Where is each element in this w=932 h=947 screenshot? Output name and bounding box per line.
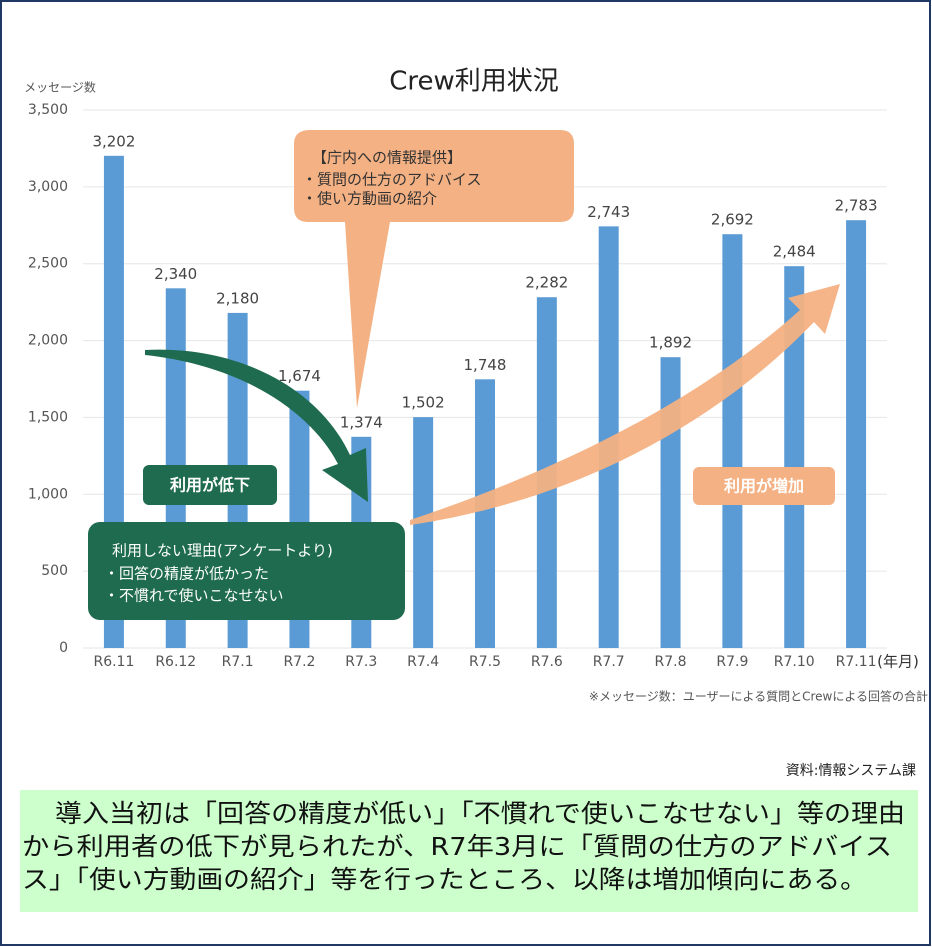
bar <box>846 220 867 649</box>
callout-box <box>294 130 574 408</box>
x-tick-label: R7.7 <box>593 654 625 670</box>
bar <box>598 226 619 649</box>
source: 資料:情報システム課 <box>786 763 916 779</box>
y-tick-label: 3,000 <box>28 179 68 195</box>
value-label: 2,743 <box>587 203 630 221</box>
bar <box>413 417 434 648</box>
y-tick-label: 3,500 <box>28 102 68 118</box>
x-tick-label: R7.5 <box>469 654 501 670</box>
callout-text: ・質問の仕方のアドバイス <box>302 171 482 189</box>
summary-line: 導入当初は「回答の精度が低い」「不慣れで使いこなせない」等の理由 <box>55 799 905 828</box>
summary-box <box>20 790 918 912</box>
value-label: 1,502 <box>402 394 445 412</box>
x-tick-label: R6.11 <box>93 654 134 670</box>
y-axis-label: メッセージ数 <box>24 80 96 95</box>
value-label: 2,484 <box>773 243 816 261</box>
x-tick-label: R7.11 <box>836 654 877 670</box>
increase-label-box <box>693 467 835 505</box>
y-tick-label: 0 <box>59 640 68 656</box>
reasons-box <box>88 522 405 620</box>
x-tick-label: R7.8 <box>655 654 687 670</box>
y-tick-label: 1,000 <box>28 486 68 502</box>
summary-line: ス」「使い方動画の紹介」等を行ったところ、以降は増加傾向にある。 <box>22 865 867 894</box>
x-unit: (年月) <box>877 653 919 671</box>
value-label: 1,892 <box>649 334 692 352</box>
callout-text: 【庁内への情報提供】 <box>312 149 462 167</box>
summary-line: から利用者の低下が見られたが、R7年3月に「質問の仕方のアドバイス <box>22 832 892 861</box>
decrease-arrow <box>145 349 368 502</box>
value-label: 2,180 <box>216 289 259 307</box>
bar <box>722 234 743 648</box>
x-tick-label: R7.4 <box>407 654 439 670</box>
y-tick-label: 2,000 <box>28 333 68 349</box>
x-tick-label: R7.1 <box>222 654 254 670</box>
value-label: 1,748 <box>464 356 507 374</box>
decrease-label-box <box>143 465 277 505</box>
x-tick-label: R7.6 <box>531 654 563 670</box>
x-tick-label: R7.10 <box>774 654 815 670</box>
x-tick-label: R7.9 <box>716 654 748 670</box>
x-tick-label: R7.2 <box>283 654 315 670</box>
value-label: 1,374 <box>340 413 383 431</box>
y-tick-label: 2,500 <box>28 256 68 272</box>
callout-text: ・使い方動画の紹介 <box>302 190 437 208</box>
value-label: 2,783 <box>835 197 878 215</box>
value-label: 2,692 <box>711 211 754 229</box>
x-tick-label: R7.3 <box>345 654 377 670</box>
bar <box>784 266 805 648</box>
decrease-label: 利用が低下 <box>170 476 250 495</box>
y-tick-label: 1,500 <box>28 409 68 425</box>
value-label: 1,674 <box>278 367 321 385</box>
reasons-text: ・回答の精度が低かった <box>104 565 269 583</box>
increase-label: 利用が増加 <box>724 477 804 496</box>
value-label: 3,202 <box>92 132 135 150</box>
value-label: 2,340 <box>154 265 197 283</box>
note: ※メッセージ数：ユーザーによる質問とCrewによる回答の合計 <box>589 689 928 704</box>
bar <box>475 379 495 648</box>
annotations: 【庁内への情報提供】 ・質問の仕方のアドバイス ・使い方動画の紹介 利用が低下 … <box>88 130 840 620</box>
reasons-text: 利用しない理由(アンケートより) <box>112 542 333 560</box>
reasons-text: ・不慣れで使いこなせない <box>104 587 284 605</box>
chart-title: Crew利用状況 <box>389 67 559 97</box>
x-tick-label: R6.12 <box>155 654 196 670</box>
value-label: 2,282 <box>525 274 568 292</box>
y-tick-label: 500 <box>41 563 68 579</box>
